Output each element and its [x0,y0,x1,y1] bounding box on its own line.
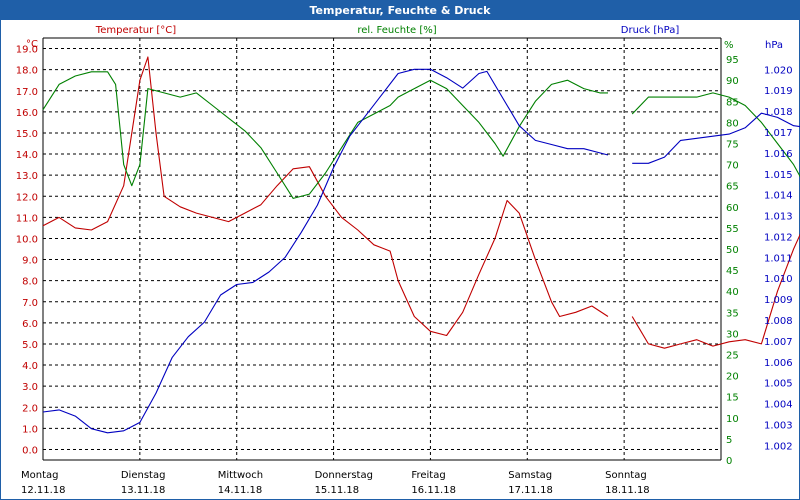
hum-tick-label: 40 [726,287,739,298]
temp-tick-label: 9.0 [22,256,38,267]
date-label: 17.11.18 [508,485,553,496]
hum-tick-label: 30 [726,329,739,340]
date-label: 14.11.18 [218,485,263,496]
date-label: 15.11.18 [315,485,360,496]
temp-axis-title: Temperatur [°C] [95,25,176,36]
day-label: Montag [21,470,58,481]
temp-tick-label: 15.0 [16,129,38,140]
chart-title: Temperatur, Feuchte & Druck [1,1,799,20]
press-tick-label: 1.012 [764,232,793,243]
press-tick-label: 1.019 [764,86,793,97]
day-label: Freitag [411,470,445,481]
press-tick-label: 1.009 [764,295,793,306]
hum-tick-label: 60 [726,203,739,214]
temp-series-line [631,233,800,349]
temp-tick-label: 3.0 [22,382,38,393]
date-label: 16.11.18 [411,485,456,496]
hum-tick-label: 5 [726,435,732,446]
day-label: Samstag [508,470,552,481]
press-tick-label: 1.010 [764,274,793,285]
hum-tick-label: 15 [726,393,739,404]
press-tick-label: 1.020 [764,65,793,76]
temp-tick-label: 14.0 [16,150,38,161]
hum-axis-title: rel. Feuchte [%] [357,25,436,36]
temp-tick-label: 6.0 [22,319,38,330]
press-tick-label: 1.008 [764,316,793,327]
temp-series-line [42,56,609,337]
day-label: Donnerstag [315,470,373,481]
temp-tick-label: 12.0 [16,192,38,203]
press-tick-label: 1.014 [764,191,793,202]
hum-tick-label: 0 [726,456,732,467]
hum-tick-label: 45 [726,266,739,277]
temp-tick-label: 17.0 [16,87,38,98]
press-tick-label: 1.002 [764,441,793,452]
hum-tick-label: 95 [726,55,739,66]
day-label: Mittwoch [218,470,263,481]
press-axis-title: Druck [hPa] [621,25,680,36]
temp-tick-label: 7.0 [22,298,38,309]
hum-tick-label: 50 [726,245,739,256]
temp-tick-label: 18.0 [16,66,38,77]
press-tick-label: 1.006 [764,358,793,369]
hum-series-line [42,71,608,199]
hum-tick-label: 25 [726,351,739,362]
temp-tick-label: 5.0 [22,340,38,351]
temp-tick-label: 10.0 [16,234,38,245]
grid [42,37,722,461]
date-label: 12.11.18 [21,485,66,496]
press-tick-label: 1.017 [764,128,793,139]
tick-layer: Montag 12.11.18 Dienstag 13.11.18 Mittwoch 14… [16,45,793,496]
press-tick-label: 1.005 [764,379,793,390]
day-label: Sonntag [605,470,647,481]
series-layer [42,56,800,434]
hum-tick-label: 35 [726,308,739,319]
press-tick-label: 1.004 [764,400,793,411]
press-tick-label: 1.015 [764,170,793,181]
press-tick-label: 1.016 [764,149,793,160]
temp-tick-label: 0.0 [22,445,38,456]
hum-tick-label: 65 [726,182,739,193]
press-tick-label: 1.011 [764,253,793,264]
temp-tick-label: 13.0 [16,171,38,182]
press-series-line [632,112,800,164]
date-label: 18.11.18 [605,485,650,496]
temp-unit-label: °C [26,39,38,50]
hum-tick-label: 55 [726,224,739,235]
press-series-line [42,68,609,434]
press-tick-label: 1.013 [764,212,793,223]
hum-unit-label: % [724,40,734,51]
day-label: Dienstag [121,470,166,481]
hum-series-line [631,92,800,178]
hum-tick-label: 20 [726,372,739,383]
press-tick-label: 1.018 [764,107,793,118]
hum-tick-label: 80 [726,118,739,129]
press-tick-label: 1.007 [764,337,793,348]
press-tick-label: 1.003 [764,420,793,431]
hum-tick-label: 85 [726,97,739,108]
press-unit-label: hPa [765,40,783,51]
temp-tick-label: 16.0 [16,108,38,119]
temp-tick-label: 1.0 [22,424,38,435]
hum-tick-label: 10 [726,414,739,425]
hum-tick-label: 75 [726,140,739,151]
temp-tick-label: 8.0 [22,277,38,288]
hum-tick-label: 70 [726,161,739,172]
temp-tick-label: 4.0 [22,361,38,372]
hum-tick-label: 90 [726,76,739,87]
temp-tick-label: 11.0 [16,213,38,224]
temp-tick-label: 19.0 [16,45,38,56]
date-label: 13.11.18 [121,485,166,496]
temp-tick-label: 2.0 [22,403,38,414]
